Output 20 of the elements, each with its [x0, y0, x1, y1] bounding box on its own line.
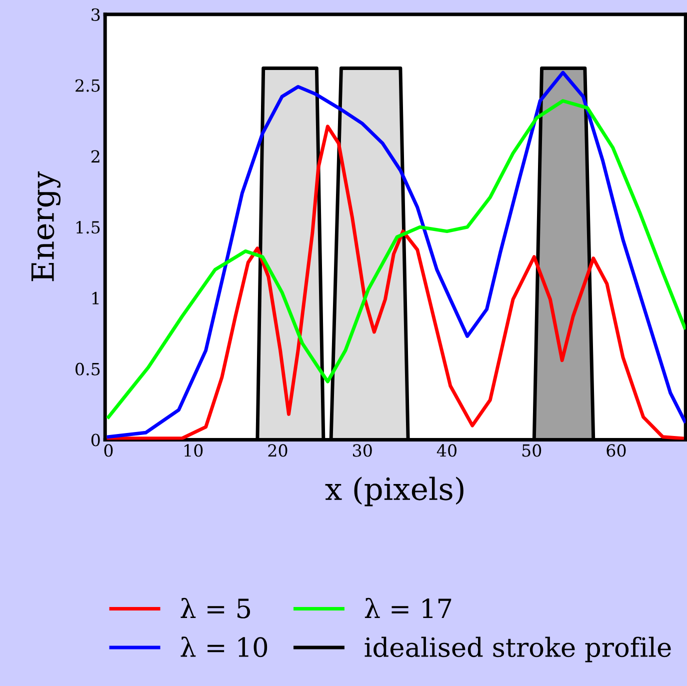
y-tick-label: 3	[92, 8, 100, 21]
x-tick-label: 10	[184, 444, 203, 457]
x-tick-label: 0	[104, 444, 113, 457]
y-tick-label: 0	[91, 434, 100, 446]
y-tick-label: 0.5	[76, 362, 100, 376]
legend-label: λ = 17	[364, 598, 452, 618]
y-axis-title: Energy	[31, 171, 61, 282]
legend-label: λ = 10	[180, 636, 268, 658]
x-tick-label: 20	[268, 444, 288, 457]
x-tick-label: 30	[353, 444, 372, 457]
y-tick-label: 2	[91, 150, 100, 163]
y-tick-label: 1.5	[76, 221, 100, 234]
x-tick-label: 50	[522, 444, 542, 457]
y-tick-label: 1	[92, 292, 99, 304]
legend-label: idealised stroke profile	[364, 636, 671, 662]
x-tick-label: 60	[606, 444, 626, 457]
legend-label: λ = 5	[180, 598, 250, 618]
x-axis-title: x (pixels)	[325, 476, 464, 506]
y-tick-label: 2.5	[76, 79, 100, 92]
x-tick-label: 40	[436, 444, 456, 457]
